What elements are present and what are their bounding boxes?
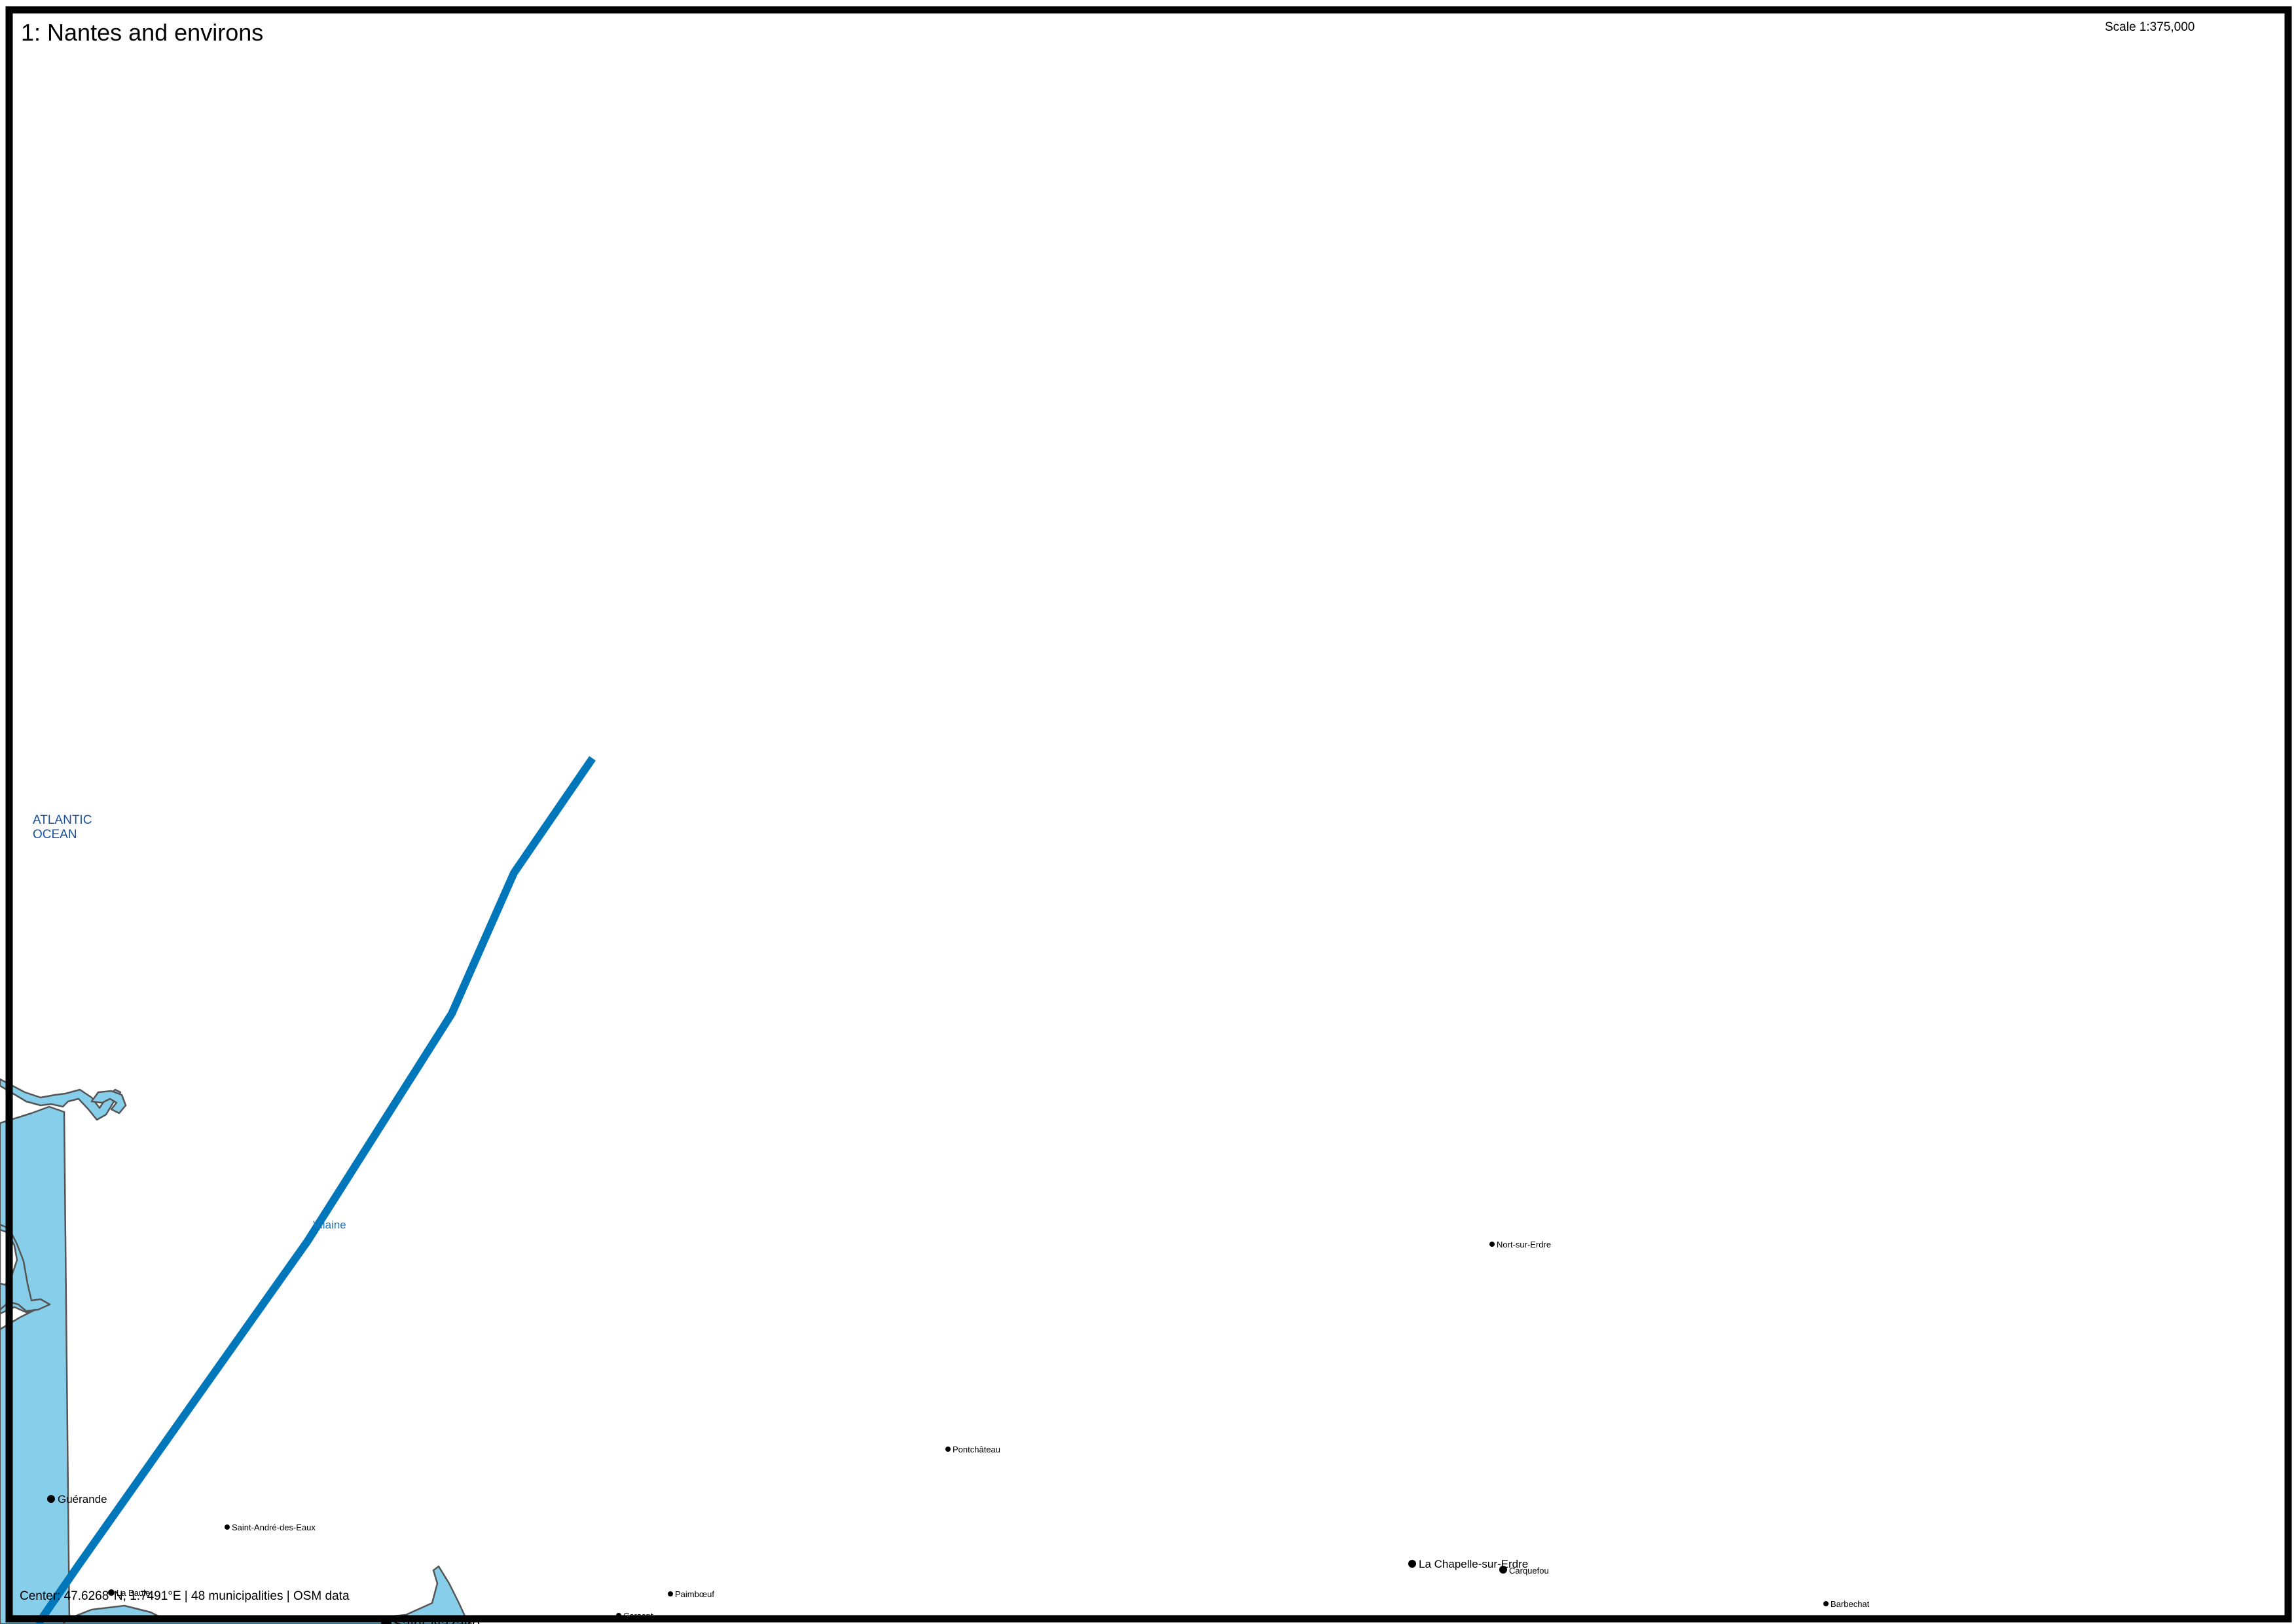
- place-label: La Baule: [117, 1588, 150, 1598]
- river-label: Vilaine: [313, 1219, 346, 1231]
- place-label: Pontchâteau: [953, 1445, 1000, 1454]
- water-layer: [0, 1078, 473, 1624]
- places-layer: Guérande Saint-André-des-Eaux La Baule P…: [47, 1240, 1870, 1624]
- place-carquefou[interactable]: Carquefou: [1499, 1566, 1549, 1576]
- place-barbechat[interactable]: Barbechat: [1823, 1599, 1870, 1609]
- place-label: Guérande: [58, 1493, 107, 1505]
- coastal-water-west: [0, 1105, 71, 1624]
- inlet-channel: [0, 1078, 122, 1121]
- place-marker: [1499, 1566, 1507, 1574]
- place-label: Nort-sur-Erdre: [1497, 1240, 1551, 1249]
- ocean-label: ATLANTIC OCEAN: [33, 813, 96, 841]
- place-marker: [1489, 1242, 1495, 1247]
- place-marker: [668, 1591, 673, 1596]
- vilaine-river: [35, 756, 596, 1624]
- status-bar: Center: 47.6268°N, 1.7491°E | 48 municip…: [20, 1589, 350, 1603]
- place-marker: [47, 1495, 55, 1503]
- place-label: Carquefou: [1509, 1566, 1549, 1576]
- place-label: Paimbœuf: [675, 1589, 714, 1599]
- place-marker: [1823, 1601, 1829, 1606]
- place-marker: [1408, 1560, 1416, 1568]
- place-marker: [108, 1589, 115, 1596]
- map-title: 1: Nantes and environs: [21, 19, 263, 46]
- scale-label: Scale 1:375,000: [2105, 20, 2195, 34]
- place-nort-sur-erdre[interactable]: Nort-sur-Erdre: [1489, 1240, 1551, 1249]
- map-frame: [5, 6, 2292, 1623]
- inlet-loop: [90, 1090, 127, 1115]
- place-la-baule[interactable]: La Baule: [108, 1588, 150, 1598]
- place-paimboeuf[interactable]: Paimbœuf: [668, 1589, 714, 1599]
- place-marker: [945, 1447, 951, 1452]
- place-marker: [225, 1524, 230, 1530]
- place-pontchateau[interactable]: Pontchâteau: [945, 1445, 1000, 1454]
- place-label: Barbechat: [1831, 1599, 1870, 1609]
- place-saint-andre-des-eaux[interactable]: Saint-André-des-Eaux: [225, 1522, 316, 1532]
- place-guerande[interactable]: Guérande: [47, 1493, 107, 1505]
- place-label: Saint-André-des-Eaux: [232, 1522, 316, 1532]
